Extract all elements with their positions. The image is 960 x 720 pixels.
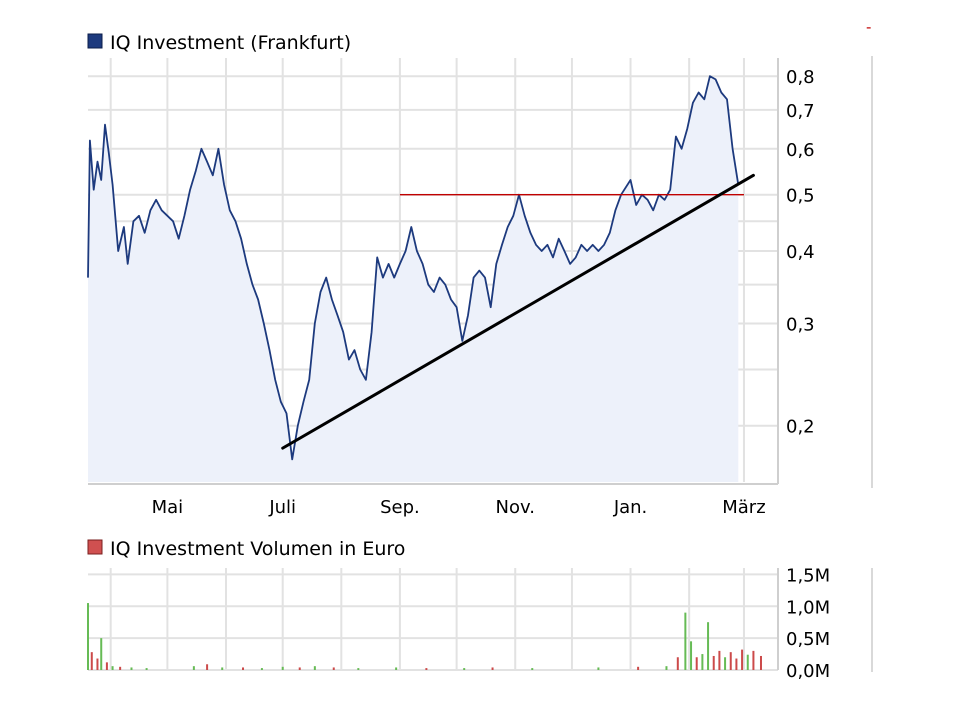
price-y-axis: 0,2 0,3 0,4 0,5 0,6 0,7 0,8 [786,67,815,438]
trend-line [281,173,755,450]
volume-panel: IQ Investment Volumen in Euro 0,0M 0,5M 1,… [87,538,873,682]
price-y-tick-label: 0,4 [786,242,815,263]
volume-bar [105,662,108,670]
volume-legend-swatch [87,539,103,555]
price-x-tick-label: Juli [268,497,296,518]
price-x-tick-label: Mai [152,497,184,518]
volume-y-tick-label: 1,5M [786,565,830,586]
volume-y-tick-label: 0,5M [786,629,830,650]
volume-bar [746,654,749,670]
price-x-tick-label: Sep. [380,497,420,518]
volume-y-tick-label: 0,0M [786,661,830,682]
price-x-tick-label: März [722,497,765,518]
price-legend-label: IQ Investment (Frankfurt) [110,32,351,54]
price-x-tick-label: Jan. [613,497,647,518]
volume-bar [96,658,99,670]
volume-bar [712,655,715,670]
volume-bar [637,666,640,670]
volume-y-tick-label: 1,0M [786,597,830,618]
volume-bar [752,650,755,670]
volume-bar [690,641,693,670]
price-y-tick-label: 0,8 [786,67,815,88]
price-y-tick-label: 0,3 [786,315,815,336]
volume-bar [695,657,698,670]
price-y-tick-label: 0,7 [786,101,815,122]
volume-bar [684,612,687,670]
volume-legend-label: IQ Investment Volumen in Euro [110,538,405,560]
price-series-line [87,75,740,461]
volume-bar [735,658,738,670]
price-x-axis: Mai Juli Sep. Nov. Jan. März [152,497,766,518]
volume-bar [90,652,93,670]
volume-bar [665,666,668,670]
volume-bar [463,668,466,670]
volume-bar [192,666,195,670]
volume-bar [298,667,301,670]
volume-bar [357,668,360,670]
volume-bar [759,655,762,670]
volume-bar [221,667,224,670]
volume-bar [701,654,704,670]
volume-bar [724,657,727,670]
price-y-tick-label: 0,5 [786,186,815,207]
volume-bar [707,622,710,670]
corner-mark: - [866,18,871,36]
volume-y-axis: 0,0M 0,5M 1,0M 1,5M [786,565,830,682]
volume-bar [676,657,679,670]
volume-bar [130,667,133,670]
price-panel: IQ Investment (Frankfurt) 0,20,30,40,50,… [86,32,873,518]
volume-bar [111,666,114,670]
price-area-fill [88,76,739,482]
volume-bar [145,668,148,670]
price-legend-swatch [87,33,103,49]
price-x-tick-label: Nov. [495,497,534,518]
volume-bar [119,666,122,670]
volume-bar [313,666,316,670]
volume-bar [100,638,103,670]
volume-bar [206,664,209,670]
volume-bar [741,649,744,670]
volume-bar [260,668,263,670]
volume-bar [729,652,732,670]
volume-bar [531,668,534,670]
volume-grid [88,568,779,671]
volume-bar [597,667,600,670]
volume-bar [281,666,284,670]
volume-bar [242,667,245,670]
volume-bar [491,667,494,670]
volume-bar [395,667,398,670]
volume-bar [718,650,721,670]
price-y-tick-label: 0,6 [786,140,815,161]
volume-bar [332,667,335,670]
volume-bar [87,603,89,670]
price-y-tick-label: 0,2 [786,417,815,438]
volume-bar [425,668,428,670]
volume-bars [87,603,762,670]
